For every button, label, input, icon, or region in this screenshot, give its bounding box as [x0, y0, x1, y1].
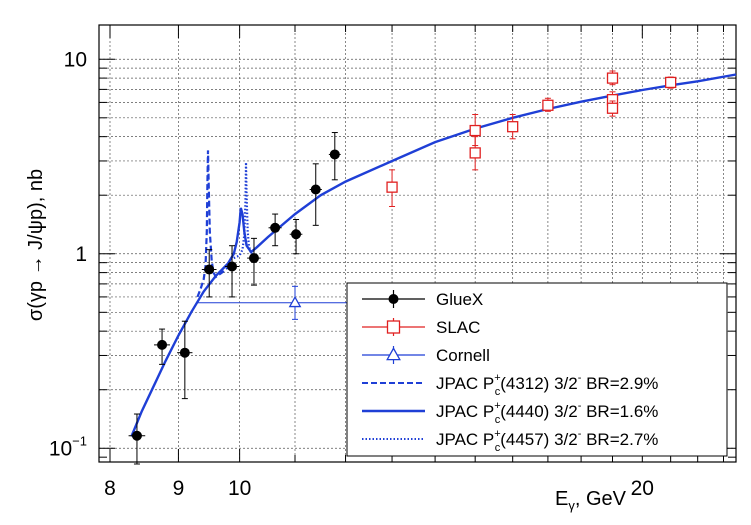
legend-swatch-marker: [386, 320, 401, 334]
legend-swatch-marker: [388, 294, 399, 304]
gluex-point: [247, 237, 261, 286]
gluex-point: [177, 320, 193, 400]
slac-marker: [469, 124, 481, 137]
legend-label-part: JPAC P: [436, 402, 494, 421]
data-points: [128, 70, 677, 465]
gluex-marker: [204, 264, 215, 275]
legend-entry: JPAC P+ c(4440) 3/2- BR=1.6%: [362, 400, 658, 426]
legend-label-part: -: [578, 372, 582, 384]
x-tick-label: 20: [631, 477, 654, 500]
gluex-point: [289, 219, 303, 255]
y-tick-label-base: 10: [64, 48, 87, 71]
legend-label-part: c: [495, 386, 501, 398]
gluex-marker: [291, 229, 302, 240]
legend-label-part: BR=2.9%: [581, 374, 658, 393]
y-tick-label-base: 10: [49, 437, 72, 460]
y-tick-label-exp: −1: [72, 433, 87, 448]
gluex-marker: [227, 261, 238, 272]
legend-label: SLAC: [436, 318, 480, 337]
slac-point: [507, 113, 519, 140]
gluex-marker: [248, 253, 259, 264]
curve-dotted: [233, 162, 255, 260]
slac-point: [469, 136, 481, 171]
legend-label: JPAC P+ c(4312) 3/2- BR=2.9%: [436, 372, 658, 398]
y-tick-label: 10: [64, 48, 87, 71]
legend-label: Cornell: [436, 346, 490, 365]
gluex-point: [128, 413, 146, 465]
legend-label: JPAC P+ c(4440) 3/2- BR=1.6%: [436, 400, 658, 426]
legend-label-part: +: [494, 372, 500, 384]
gluex-point: [201, 249, 217, 298]
x-axis-title-main: E: [555, 488, 568, 510]
cornell-marker: [288, 295, 302, 308]
gluex-point: [224, 245, 240, 298]
y-axis-title: σ(γp → J/ψp), nb: [25, 169, 47, 321]
gluex-point: [309, 163, 322, 226]
gluex-marker: [310, 184, 321, 195]
gluex-marker: [329, 149, 340, 160]
slac-point: [665, 76, 677, 89]
gluex-marker: [157, 339, 168, 350]
y-tick-label: 1: [75, 243, 87, 266]
y-tick-label-base: 1: [75, 243, 87, 266]
gluex-marker: [131, 430, 142, 441]
plot-frame: [98, 24, 737, 463]
x-axis-title-sub: γ: [568, 498, 575, 513]
slac-point: [542, 97, 554, 112]
legend-label: GlueX: [436, 290, 483, 309]
legend-entry: SLAC: [362, 318, 480, 337]
x-tick-label: 10: [228, 477, 251, 500]
curve-dashed: [196, 150, 229, 298]
x-tick-label: 9: [173, 477, 185, 500]
slac-point: [386, 169, 398, 207]
legend-label-part: JPAC P: [436, 430, 494, 449]
x-tick-label: 8: [104, 477, 116, 500]
slac-marker: [606, 102, 619, 114]
x-axis-title-unit: , GeV: [575, 488, 627, 510]
legend-label-part: c: [495, 442, 501, 454]
slac-point: [606, 70, 619, 86]
gluex-marker: [270, 222, 281, 233]
legend-entry: JPAC P+ c(4312) 3/2- BR=2.9%: [362, 372, 658, 398]
slac-marker: [542, 99, 554, 111]
x-axis-title: Eγ, GeV: [555, 488, 627, 513]
gluex-point: [328, 132, 341, 181]
slac-marker: [386, 181, 398, 193]
legend-label-part: -: [578, 400, 582, 412]
slac-marker: [469, 147, 481, 159]
slac-marker: [507, 121, 519, 133]
y-tick-label: 10−1: [49, 433, 87, 460]
gluex-point: [154, 328, 170, 365]
gluex-point: [268, 213, 282, 247]
legend-label-part: -: [578, 428, 582, 440]
legend-label-part: BR=1.6%: [581, 402, 658, 421]
x-tick-labels: 8 9 10 20: [104, 477, 654, 500]
legend-label-part: (4440) 3/2: [500, 402, 578, 421]
legend-label-part: BR=2.7%: [581, 430, 658, 449]
slac-point: [606, 100, 619, 117]
slac-marker: [606, 72, 619, 84]
legend-label-part: +: [494, 428, 500, 440]
legend-label-part: c: [495, 414, 501, 426]
legend-entry: Cornell: [362, 346, 490, 365]
legend-label-part: (4457) 3/2: [500, 430, 578, 449]
slac-marker: [665, 76, 677, 89]
model-curves: [130, 73, 737, 437]
legend-swatch-marker: [386, 347, 401, 361]
legend-label-part: (4312) 3/2: [500, 374, 578, 393]
legend-label: JPAC P+ c(4457) 3/2- BR=2.7%: [436, 428, 658, 454]
legend-entry: JPAC P+ c(4457) 3/2- BR=2.7%: [362, 428, 658, 454]
legend-label-part: JPAC P: [436, 374, 494, 393]
legend-entry: GlueX: [362, 290, 483, 309]
legend-label-part: +: [494, 400, 500, 412]
gluex-marker: [179, 347, 190, 358]
legend-box: [346, 282, 728, 457]
